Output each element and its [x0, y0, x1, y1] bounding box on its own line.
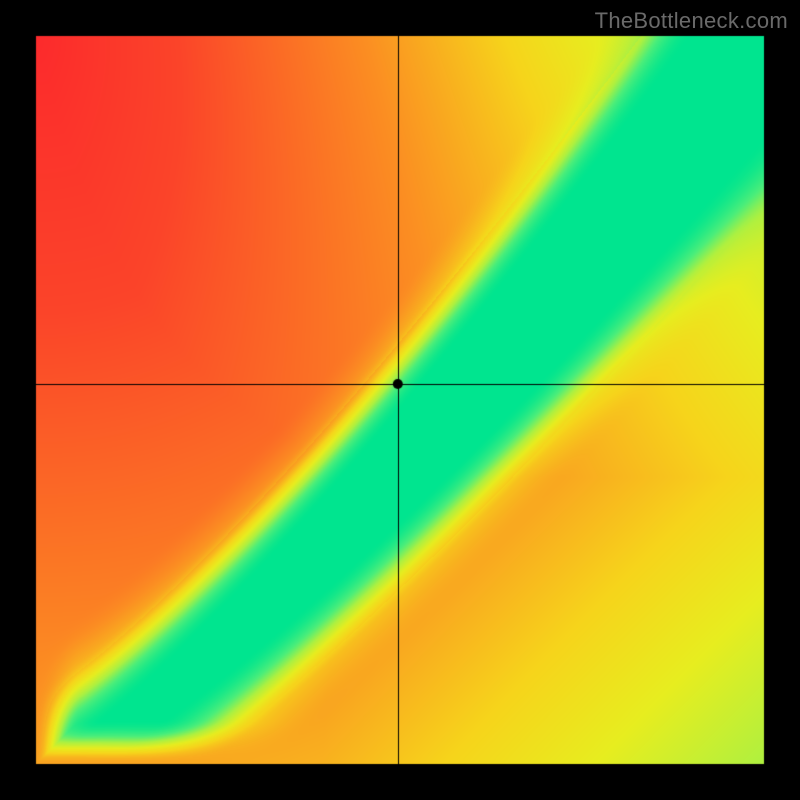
chart-container: TheBottleneck.com — [0, 0, 800, 800]
heatmap-canvas — [0, 0, 800, 800]
watermark-text: TheBottleneck.com — [595, 8, 788, 34]
